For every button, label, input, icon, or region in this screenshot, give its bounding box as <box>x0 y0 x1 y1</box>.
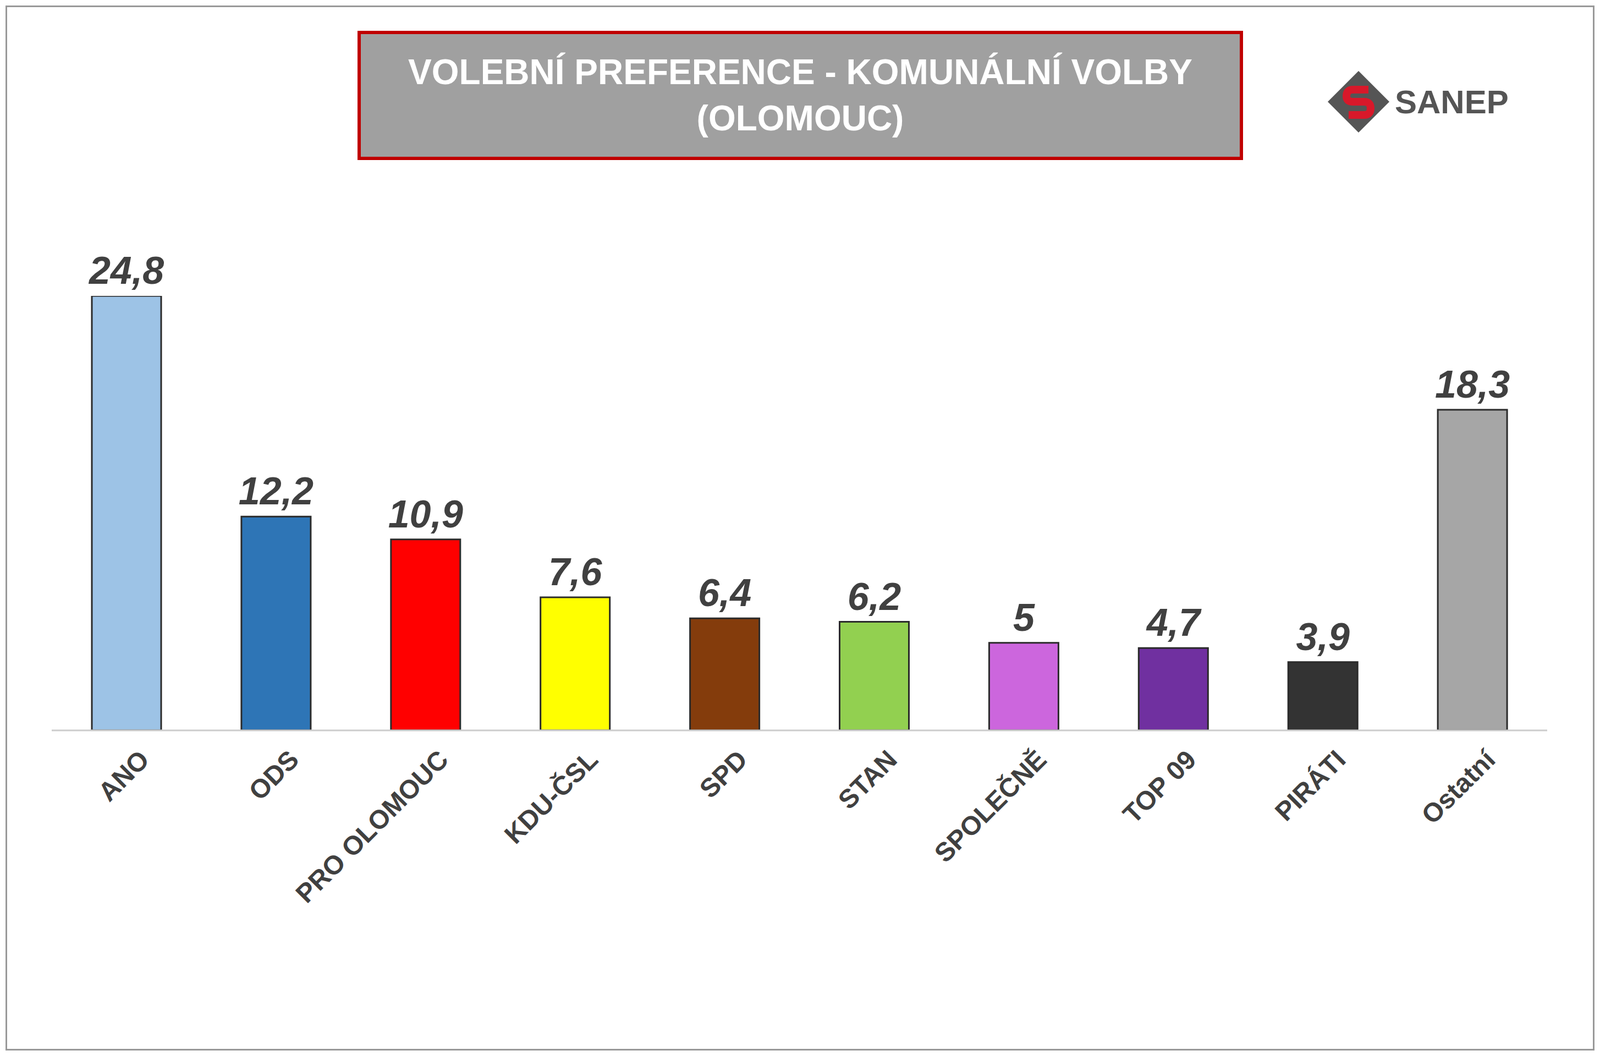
svg-text:5: 5 <box>1013 596 1036 640</box>
html-text:SANEP: SANEP <box>1394 83 1509 121</box>
svg-text:KDU-ČSL: KDU-ČSL <box>498 744 604 850</box>
svg-text:PRO OLOMOUC: PRO OLOMOUC <box>289 744 454 909</box>
svg-text:STAN: STAN <box>832 744 903 815</box>
svg-text:7,6: 7,6 <box>548 550 603 594</box>
svg-text:10,9: 10,9 <box>388 492 464 536</box>
svg-text:SPD: SPD <box>694 744 753 804</box>
svg-text:TOP 09: TOP 09 <box>1117 744 1202 829</box>
svg-text:ODS: ODS <box>243 744 305 806</box>
svg-text:12,2: 12,2 <box>238 469 314 513</box>
svg-text:PIRÁTI: PIRÁTI <box>1269 744 1352 827</box>
svg-text:ANO: ANO <box>92 744 155 807</box>
svg-text:18,3: 18,3 <box>1434 363 1510 406</box>
svg-text:4,7: 4,7 <box>1145 601 1202 645</box>
svg-text:Ostatní: Ostatní <box>1415 744 1502 830</box>
svg-text:3,9: 3,9 <box>1296 615 1350 659</box>
svg-text:SPOLEČNĚ: SPOLEČNĚ <box>928 744 1053 868</box>
html-text:VOLEBNÍ PREFERENCE - KOMUNÁLNÍ: VOLEBNÍ PREFERENCE - KOMUNÁLNÍ VOLBY (OL… <box>408 52 1193 138</box>
svg-text:24,8: 24,8 <box>88 249 164 293</box>
svg-text:6,4: 6,4 <box>697 571 752 615</box>
svg-text:6,2: 6,2 <box>847 575 901 619</box>
